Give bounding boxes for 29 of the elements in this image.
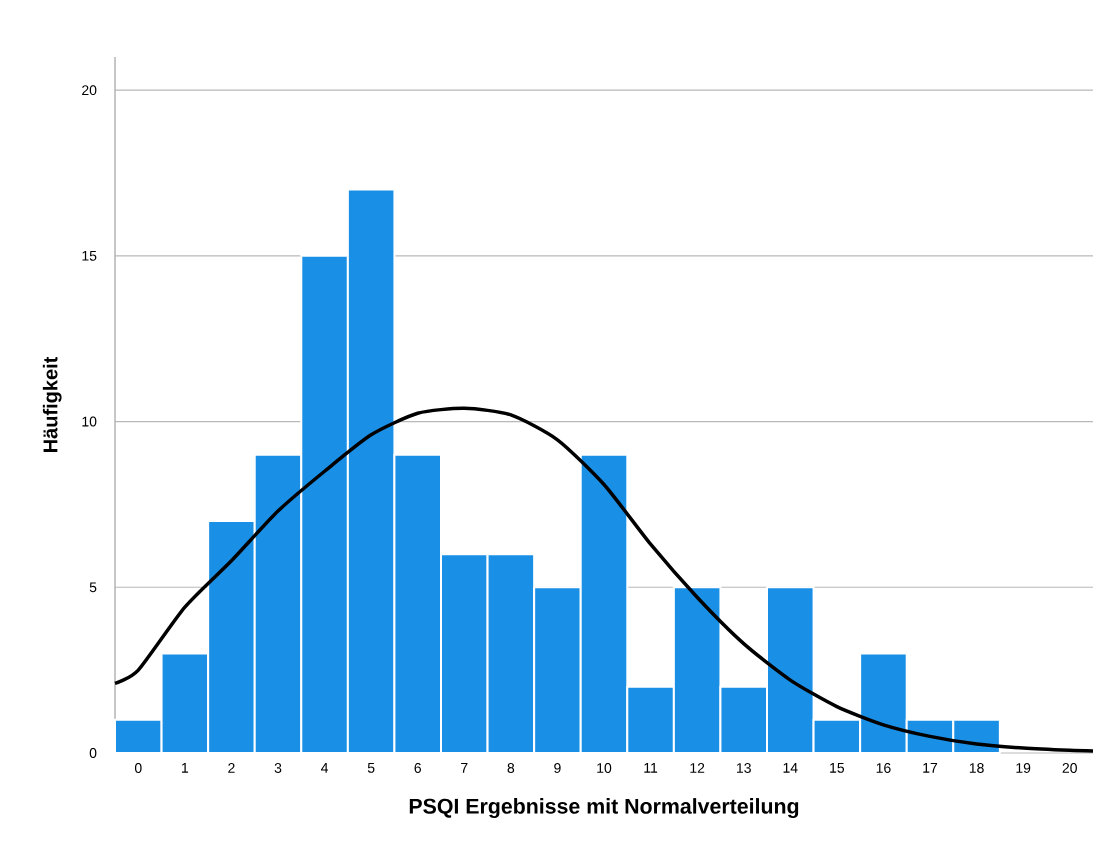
x-tick-label: 0 <box>134 763 142 773</box>
x-tick-label: 14 <box>783 763 798 773</box>
x-tick-label: 15 <box>830 763 845 773</box>
x-tick-label: 20 <box>1062 763 1077 773</box>
y-tick-label: 10 <box>82 416 97 427</box>
x-tick-label: 19 <box>1016 763 1031 773</box>
x-tick-label: 5 <box>367 763 375 773</box>
x-tick-label: 1 <box>182 763 189 773</box>
x-tick-label: 10 <box>597 763 612 773</box>
x-tick-label: 8 <box>507 763 515 773</box>
x-tick-label: 12 <box>690 763 705 773</box>
y-tick-label: 0 <box>89 748 97 758</box>
x-tick-label: 6 <box>414 763 421 773</box>
x-tick-label: 4 <box>321 763 329 773</box>
line-series <box>113 406 1095 753</box>
x-tick-label: 7 <box>461 763 468 773</box>
x-tick-label: 2 <box>228 763 235 773</box>
x-axis-title: PSQI Ergebnisse mit Normalverteilung <box>409 798 799 819</box>
x-tick-label: 13 <box>737 763 751 773</box>
x-tick-label: 9 <box>554 763 561 773</box>
x-tick-label: 16 <box>876 763 891 773</box>
x-tick-label: 17 <box>923 763 938 773</box>
y-tick-label: 20 <box>82 85 97 96</box>
y-tick-label: 5 <box>89 582 97 593</box>
x-tick-label: 11 <box>644 763 658 773</box>
y-tick-label: 15 <box>82 250 97 261</box>
x-tick-label: 18 <box>969 763 984 773</box>
y-axis-title: Häufigkeit <box>42 356 62 452</box>
x-tick-label: 3 <box>274 763 282 773</box>
